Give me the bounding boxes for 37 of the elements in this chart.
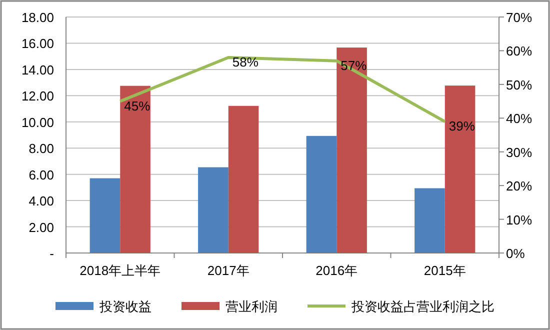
y-tick-label: 4.00 <box>28 194 54 209</box>
y2-tick-label: 20% <box>506 178 532 194</box>
bar <box>444 86 476 253</box>
legend-label: 营业利润 <box>226 299 278 314</box>
y-tick-label: 2.00 <box>28 220 54 235</box>
bar <box>228 106 259 253</box>
x-tick-label: 2017年 <box>207 263 250 278</box>
bar <box>120 86 150 253</box>
y2-tick-label: 60% <box>506 44 532 59</box>
y2-tick-label: 40% <box>506 111 532 126</box>
y2-tick-label: 50% <box>506 77 532 92</box>
y-tick-label: 6.00 <box>28 167 54 182</box>
x-tick-label: 2016年 <box>316 263 358 278</box>
y-tick-label: 16.00 <box>21 36 54 52</box>
x-tick-label: 2015年 <box>424 263 466 278</box>
bar <box>306 136 337 253</box>
legend-label: 投资收益 <box>98 299 152 314</box>
y2-tick-label: 0% <box>506 246 526 261</box>
data-label: 39% <box>448 118 476 134</box>
bar <box>90 178 120 253</box>
y-tick-label: 8.00 <box>28 141 54 156</box>
y2-tick-label: 70% <box>506 10 532 25</box>
bar <box>198 167 228 253</box>
y-tick-label: 18.00 <box>21 10 54 25</box>
line-series <box>118 56 446 124</box>
y2-tick-label: 10% <box>506 212 532 228</box>
bar <box>414 188 445 253</box>
data-label: 58% <box>232 54 259 70</box>
y2-tick-label: 30% <box>506 144 532 160</box>
y-tick-label: 14.00 <box>21 62 54 78</box>
legend-label: 投资收益占营业利润之比 <box>350 299 494 314</box>
y-tick-label: 12.00 <box>21 88 54 104</box>
y-tick-label: 10.00 <box>21 114 54 130</box>
x-tick-label: 2018年上半年 <box>80 263 161 278</box>
y-tick-label: - <box>50 246 54 261</box>
bar <box>336 48 367 253</box>
data-label: 45% <box>124 98 151 114</box>
